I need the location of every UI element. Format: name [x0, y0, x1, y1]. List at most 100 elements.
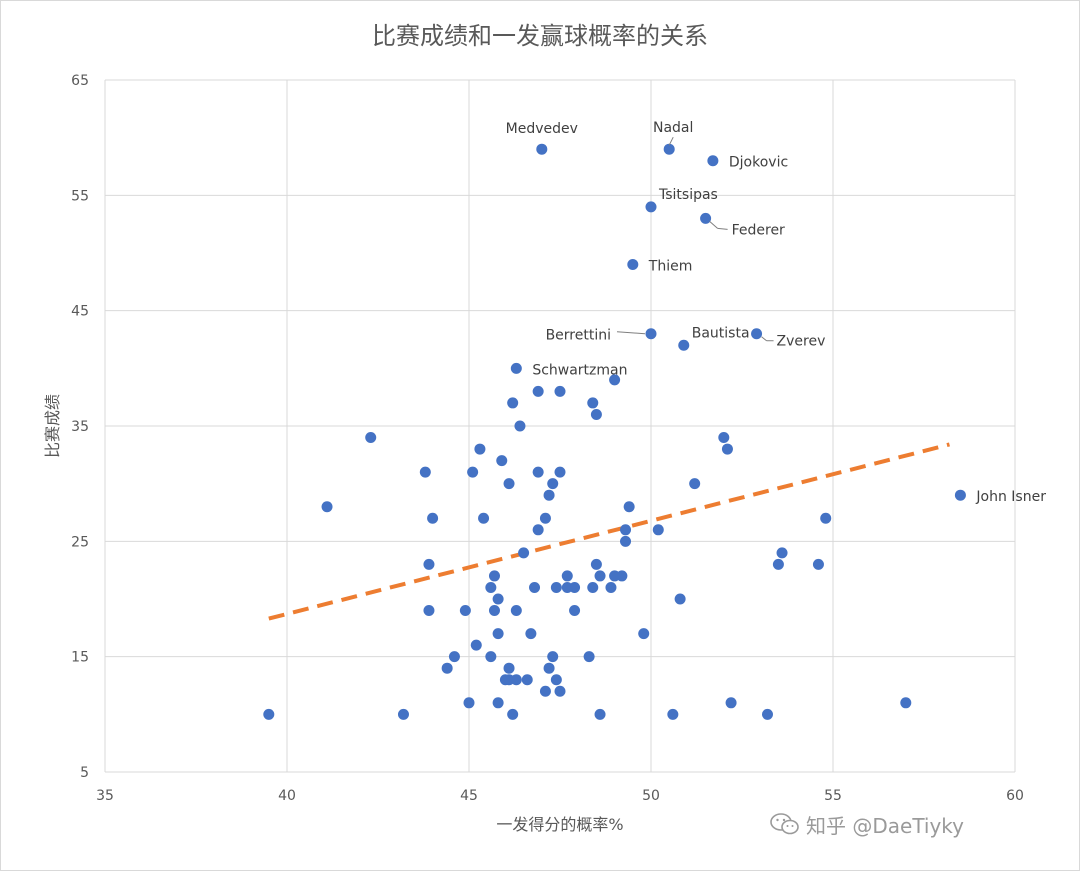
label-leader-line	[668, 136, 674, 146]
chart-title: 比赛成绩和一发赢球概率的关系	[372, 22, 708, 50]
data-point	[485, 581, 497, 593]
data-point	[547, 478, 559, 490]
data-point	[419, 466, 431, 478]
data-point	[812, 558, 824, 570]
data-point	[569, 581, 581, 593]
data-point	[751, 328, 763, 340]
data-point	[321, 501, 333, 513]
data-point	[590, 408, 602, 420]
point-label: Thiem	[648, 259, 693, 275]
data-point	[543, 662, 555, 674]
data-point	[539, 685, 551, 697]
data-point	[776, 547, 788, 559]
data-point	[550, 581, 562, 593]
data-point	[496, 455, 508, 467]
point-label: Medvedev	[506, 121, 578, 137]
data-point	[954, 489, 966, 501]
label-leader-line	[761, 336, 767, 342]
data-point	[488, 570, 500, 582]
trendline	[268, 442, 950, 621]
gridlines	[104, 79, 1016, 773]
data-point	[529, 581, 541, 593]
data-point	[605, 581, 617, 593]
x-tick-label: 55	[824, 788, 842, 804]
y-axis-title: 比赛成绩	[43, 394, 62, 458]
point-label: Nadal	[653, 120, 693, 136]
data-point	[423, 558, 435, 570]
data-point	[525, 628, 537, 640]
data-point	[623, 501, 635, 513]
data-point	[448, 651, 460, 663]
data-point	[532, 385, 544, 397]
x-axis-title: 一发得分的概率%	[496, 815, 623, 834]
x-tick-label: 50	[642, 788, 660, 804]
data-point	[645, 201, 657, 213]
y-tick-label: 5	[80, 765, 89, 781]
data-point	[474, 443, 486, 455]
point-labels: Medvedev Nadal Djokovic Tsitsipas Federer Thi…	[506, 120, 1047, 505]
data-point	[536, 143, 548, 155]
data-point	[532, 466, 544, 478]
data-point	[616, 570, 628, 582]
data-point	[514, 420, 526, 432]
data-point	[609, 374, 621, 386]
data-point	[569, 605, 581, 617]
data-point	[503, 478, 515, 490]
data-point	[539, 512, 551, 524]
data-point	[772, 558, 784, 570]
trendline-path	[268, 442, 950, 621]
data-point	[485, 651, 497, 663]
data-point	[423, 605, 435, 617]
data-point	[627, 259, 639, 271]
x-axis-ticks: 35 40 45 50 55 60	[96, 788, 1024, 804]
point-label: John Isner	[975, 489, 1046, 505]
wechat-icon	[770, 813, 799, 835]
point-label: Federer	[732, 222, 785, 238]
point-label: Bautista	[692, 325, 750, 341]
y-tick-label: 55	[71, 188, 89, 204]
data-point	[365, 432, 377, 444]
data-point	[718, 432, 730, 444]
data-point	[721, 443, 733, 455]
data-point	[467, 466, 479, 478]
point-label: Tsitsipas	[658, 187, 718, 203]
data-point	[663, 143, 675, 155]
point-label: Djokovic	[729, 155, 788, 171]
data-point	[707, 155, 719, 167]
data-point	[652, 524, 664, 536]
data-point	[488, 605, 500, 617]
data-point	[518, 547, 530, 559]
data-point	[594, 570, 606, 582]
data-point	[620, 524, 632, 536]
data-point	[543, 489, 555, 501]
data-point	[550, 674, 562, 686]
y-tick-label: 25	[71, 534, 89, 550]
y-tick-label: 15	[71, 650, 89, 666]
data-point	[532, 524, 544, 536]
data-point	[547, 651, 559, 663]
data-point	[820, 512, 832, 524]
data-point	[700, 212, 712, 224]
data-point	[492, 697, 504, 709]
data-points	[263, 143, 966, 720]
x-tick-label: 45	[460, 788, 478, 804]
data-point	[667, 708, 679, 720]
data-point	[510, 362, 522, 374]
data-point	[678, 339, 690, 351]
data-point	[459, 605, 471, 617]
data-point	[510, 605, 522, 617]
data-point	[470, 639, 482, 651]
point-label: Berrettini	[546, 328, 611, 344]
y-axis-ticks: 5 15 25 35 45 55 65	[71, 73, 89, 781]
data-point	[397, 708, 409, 720]
y-tick-label: 35	[71, 419, 89, 435]
data-point	[554, 466, 566, 478]
data-point	[463, 697, 475, 709]
data-point	[900, 697, 912, 709]
label-leader-line	[616, 331, 646, 335]
data-point	[507, 397, 519, 409]
data-point	[521, 674, 533, 686]
data-point	[645, 328, 657, 340]
data-point	[587, 581, 599, 593]
